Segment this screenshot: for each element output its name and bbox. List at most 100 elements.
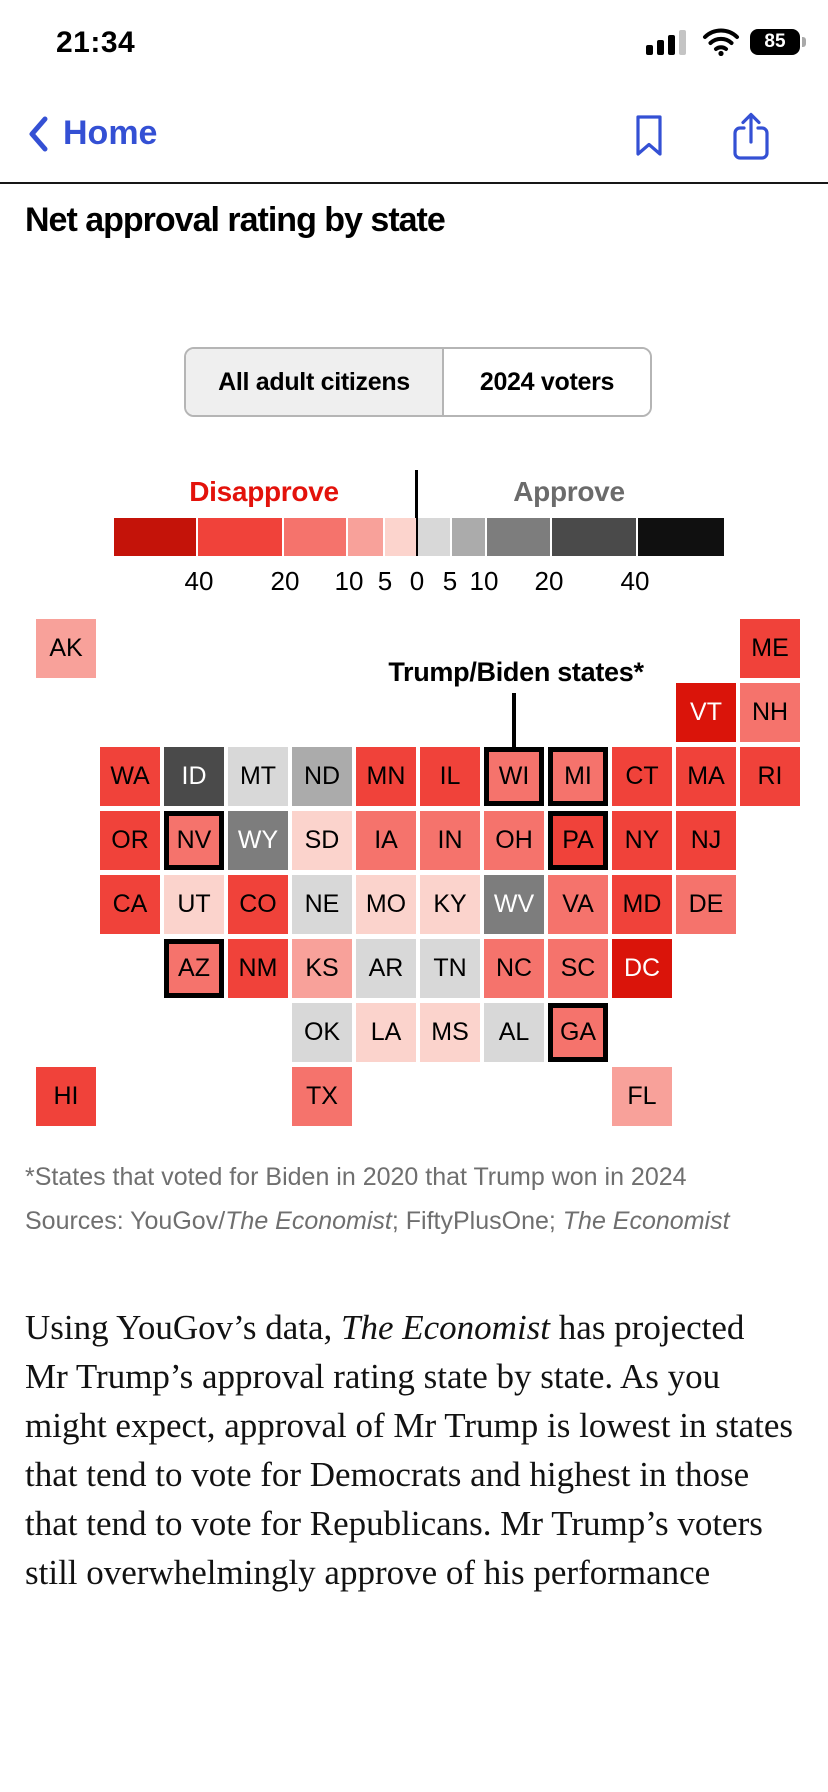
- legend-segment-disapprove_40plus: [114, 518, 197, 556]
- state-tile-de: DE: [676, 875, 736, 934]
- chevron-left-icon: [29, 116, 48, 151]
- state-tile-wa: WA: [100, 747, 160, 806]
- legend-segment-approve_20_40: [552, 518, 636, 556]
- state-tile-tx: TX: [292, 1067, 352, 1126]
- state-tile-ne: NE: [292, 875, 352, 934]
- state-tile-nj: NJ: [676, 811, 736, 870]
- legend-tick-label: 40: [620, 566, 650, 596]
- state-tile-wi: WI: [484, 747, 544, 806]
- state-tile-ms: MS: [420, 1003, 480, 1062]
- state-tile-fl: FL: [612, 1067, 672, 1126]
- back-button-label: Home: [63, 114, 158, 152]
- state-tile-mt: MT: [228, 747, 288, 806]
- state-tile-hi: HI: [36, 1067, 96, 1126]
- state-tile-tn: TN: [420, 939, 480, 998]
- legend-band: [114, 518, 725, 556]
- legend-segment-disapprove_20_40: [198, 518, 282, 556]
- state-tile-in: IN: [420, 811, 480, 870]
- legend-segment-disapprove_10_20: [283, 518, 347, 556]
- article-paragraph: Using YouGov’s data, The Economist has p…: [25, 1303, 793, 1597]
- chart-sources: Sources: YouGov/The Economist; FiftyPlus…: [25, 1207, 730, 1235]
- legend-tick-label: 20: [270, 566, 300, 596]
- state-tile-mn: MN: [356, 747, 416, 806]
- legend-tick-label: 40: [184, 566, 214, 596]
- state-tile-map: Trump/Biden states* AK ME VT NH WA ID MT ND MN IL…: [0, 619, 828, 1139]
- battery-level: 85: [764, 31, 786, 52]
- share-button[interactable]: [730, 110, 772, 167]
- state-tile-ri: RI: [740, 747, 800, 806]
- state-tile-md: MD: [612, 875, 672, 934]
- state-tile-nh: NH: [740, 683, 800, 742]
- legend-tick-label: 5: [377, 566, 393, 596]
- legend-tick-label: 20: [534, 566, 564, 596]
- legend-segment-disapprove_0_5: [385, 518, 417, 556]
- legend-tick-labels: 40 20 10 5 0 5 10 20 40: [114, 566, 724, 596]
- paragraph-segment: has projected Mr Trump’s approval rating…: [25, 1308, 793, 1592]
- state-tile-ga: GA: [548, 1003, 608, 1062]
- status-time: 21:34: [56, 26, 136, 59]
- paragraph-segment: Using YouGov’s data,: [25, 1308, 342, 1347]
- state-tile-or: OR: [100, 811, 160, 870]
- state-tile-ny: NY: [612, 811, 672, 870]
- chart-footnote: *States that voted for Biden in 2020 tha…: [25, 1163, 687, 1191]
- battery-tip: [802, 37, 806, 47]
- state-tile-mi: MI: [548, 747, 608, 806]
- status-icons: 85: [646, 28, 806, 56]
- state-tile-al: AL: [484, 1003, 544, 1062]
- share-icon: [733, 112, 769, 160]
- bookmark-button[interactable]: [634, 114, 664, 163]
- state-tile-mo: MO: [356, 875, 416, 934]
- map-annotation-label: Trump/Biden states*: [388, 657, 644, 687]
- state-tile-wv: WV: [484, 875, 544, 934]
- state-tile-nd: ND: [292, 747, 352, 806]
- state-tile-ks: KS: [292, 939, 352, 998]
- legend-tick-label: 5: [442, 566, 458, 596]
- legend-zero-line: [415, 470, 418, 556]
- wifi-icon: [703, 28, 739, 56]
- state-tile-sc: SC: [548, 939, 608, 998]
- legend-tick-label: 10: [469, 566, 499, 596]
- legend-tick-label: 10: [334, 566, 364, 596]
- toggle-all-adult-citizens[interactable]: All adult citizens: [186, 349, 444, 415]
- legend-segment-approve_0_5: [418, 518, 451, 556]
- state-tile-ky: KY: [420, 875, 480, 934]
- audience-toggle: All adult citizens 2024 voters: [184, 347, 652, 417]
- state-tile-ok: OK: [292, 1003, 352, 1062]
- map-annotation-pointer-line: [512, 693, 516, 747]
- state-tile-nc: NC: [484, 939, 544, 998]
- state-tile-nv: NV: [164, 811, 224, 870]
- legend-segment-approve_5_10: [452, 518, 486, 556]
- legend-segment-approve_40plus: [637, 518, 725, 556]
- state-tile-sd: SD: [292, 811, 352, 870]
- state-tile-la: LA: [356, 1003, 416, 1062]
- legend-segment-approve_10_20: [487, 518, 551, 556]
- legend-tick-label: 0: [409, 566, 425, 596]
- state-tile-nm: NM: [228, 939, 288, 998]
- back-button[interactable]: Home: [27, 114, 157, 153]
- state-tile-ut: UT: [164, 875, 224, 934]
- legend-label-approve: Approve: [513, 476, 625, 507]
- battery-indicator: 85: [750, 29, 806, 55]
- state-tile-az: AZ: [164, 939, 224, 998]
- bookmark-icon: [636, 115, 662, 156]
- state-tile-ma: MA: [676, 747, 736, 806]
- state-tile-co: CO: [228, 875, 288, 934]
- header-divider: [0, 182, 828, 184]
- state-tile-ia: IA: [356, 811, 416, 870]
- chart-notes: *States that voted for Biden in 2020 tha…: [25, 1155, 730, 1243]
- legend-segment-disapprove_5_10: [348, 518, 383, 556]
- state-tile-wy: WY: [228, 811, 288, 870]
- legend-label-disapprove: Disapprove: [189, 476, 339, 507]
- page-title: Net approval rating by state: [25, 201, 446, 239]
- state-tile-dc: DC: [612, 939, 672, 998]
- state-tile-id: ID: [164, 747, 224, 806]
- state-tile-vt: VT: [676, 683, 736, 742]
- state-tile-ct: CT: [612, 747, 672, 806]
- toggle-2024-voters[interactable]: 2024 voters: [444, 349, 650, 415]
- state-tile-ca: CA: [100, 875, 160, 934]
- state-tile-ar: AR: [356, 939, 416, 998]
- state-tile-il: IL: [420, 747, 480, 806]
- state-tile-me: ME: [740, 619, 800, 678]
- state-tile-oh: OH: [484, 811, 544, 870]
